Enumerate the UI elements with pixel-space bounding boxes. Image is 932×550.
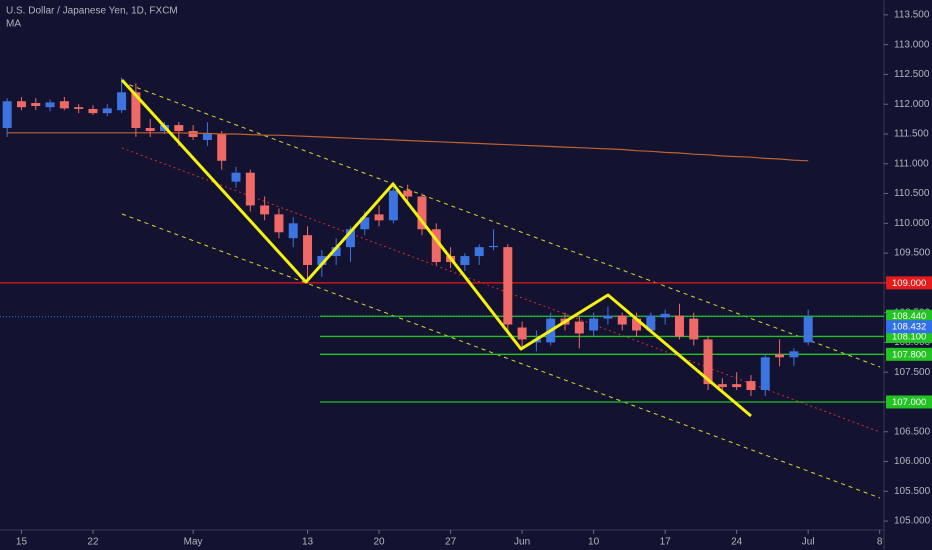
candle-body xyxy=(102,108,112,114)
y-tick-label: 110.000 xyxy=(894,218,930,229)
candle-body xyxy=(388,190,398,221)
drawings xyxy=(121,81,881,499)
candle-body xyxy=(503,247,513,325)
candle-body xyxy=(260,205,270,215)
y-tick-label: 109.500 xyxy=(894,248,931,259)
zigzag-pattern xyxy=(120,78,752,418)
x-tick-label: 24 xyxy=(731,537,743,548)
candle-body xyxy=(331,247,341,257)
x-tick-label: 17 xyxy=(660,537,672,548)
candle-body xyxy=(131,92,141,129)
candle-body xyxy=(574,321,584,334)
candle-body xyxy=(803,316,813,343)
candle-body xyxy=(746,381,756,391)
candle-body xyxy=(174,125,184,132)
candle-body xyxy=(403,190,413,197)
y-tick-label: 112.500 xyxy=(894,69,930,80)
candle-body xyxy=(16,101,26,108)
candle-body xyxy=(646,315,656,331)
level-label: 108.440 xyxy=(892,311,926,322)
candle-body xyxy=(617,315,627,325)
last-price-box xyxy=(886,320,932,334)
x-tick-label: 13 xyxy=(302,537,314,548)
candle-body xyxy=(31,103,41,106)
x-tick-label: 15 xyxy=(16,537,28,548)
candle-body xyxy=(274,214,284,233)
y-tick-label: 113.500 xyxy=(894,10,930,21)
x-tick-label: 8 xyxy=(877,537,883,548)
candle-body xyxy=(231,172,241,182)
x-tick-label: Jun xyxy=(514,537,530,548)
indicator-label: MA xyxy=(6,19,21,30)
candle-body xyxy=(317,256,327,265)
candle-body xyxy=(88,108,98,114)
y-tick-label: 106.000 xyxy=(894,456,931,467)
candle-body xyxy=(760,357,770,391)
candle-body xyxy=(717,384,727,388)
x-tick-label: 10 xyxy=(588,537,600,548)
level-box xyxy=(886,347,932,361)
candle-body xyxy=(288,223,298,239)
y-tick-label: 111.000 xyxy=(894,158,929,169)
candle-body xyxy=(660,313,670,318)
candle-body xyxy=(245,172,255,206)
candle-body xyxy=(417,196,427,230)
x-tick-label: Jul xyxy=(802,537,815,548)
candle-body xyxy=(374,214,384,221)
candle-body xyxy=(45,102,55,108)
candle-body xyxy=(303,235,313,265)
candle-body xyxy=(345,229,355,248)
candle-body xyxy=(603,315,613,319)
level-box xyxy=(886,309,932,323)
y-tick-label: 113.000 xyxy=(894,39,930,50)
level-box xyxy=(886,395,932,409)
candle-body xyxy=(703,339,713,385)
candle-body xyxy=(360,217,370,230)
candle-body xyxy=(59,101,69,109)
level-label: 109.000 xyxy=(892,278,926,289)
candle-body xyxy=(689,318,699,340)
y-tick-label: 111.500 xyxy=(894,129,929,140)
candle-body xyxy=(202,133,212,140)
candle-body xyxy=(775,354,785,358)
x-tick-label: 22 xyxy=(87,537,99,548)
level-box xyxy=(886,276,932,290)
candle-body xyxy=(632,318,642,331)
level-box xyxy=(886,329,932,343)
channel-upper xyxy=(121,81,881,368)
candle-body xyxy=(2,101,12,129)
channel-lower xyxy=(121,213,881,499)
y-tick-label: 105.000 xyxy=(894,516,931,527)
y-tick-label: 106.500 xyxy=(894,426,931,437)
y-tick-label: 112.000 xyxy=(894,99,930,110)
chart-title: U.S. Dollar / Japanese Yen, 1D, FXCM xyxy=(6,6,178,17)
candle-body xyxy=(431,229,441,263)
level-label: 108.100 xyxy=(892,331,926,342)
x-tick-label: 27 xyxy=(445,537,457,548)
x-tick-label: 20 xyxy=(373,537,385,548)
level-label: 107.800 xyxy=(892,349,926,360)
candle-body xyxy=(117,92,127,111)
candle-body xyxy=(145,128,155,132)
candle-body xyxy=(674,315,684,337)
candle-body xyxy=(488,245,498,248)
candle-body xyxy=(217,133,227,161)
level-label: 107.000 xyxy=(892,397,926,408)
x-tick-label: May xyxy=(184,537,203,548)
candle-body xyxy=(74,107,84,109)
candle-body xyxy=(517,327,527,340)
y-tick-label: 105.500 xyxy=(894,486,931,497)
candle-body xyxy=(589,318,599,331)
y-tick-label: 107.500 xyxy=(894,367,931,378)
candle-body xyxy=(474,247,484,257)
last-price-label: 108.432 xyxy=(892,322,926,333)
ma-line xyxy=(7,132,809,162)
candle-body xyxy=(732,384,742,388)
y-tick-label: 110.500 xyxy=(894,188,930,199)
candle-body xyxy=(789,351,799,358)
candle-body xyxy=(460,256,470,265)
